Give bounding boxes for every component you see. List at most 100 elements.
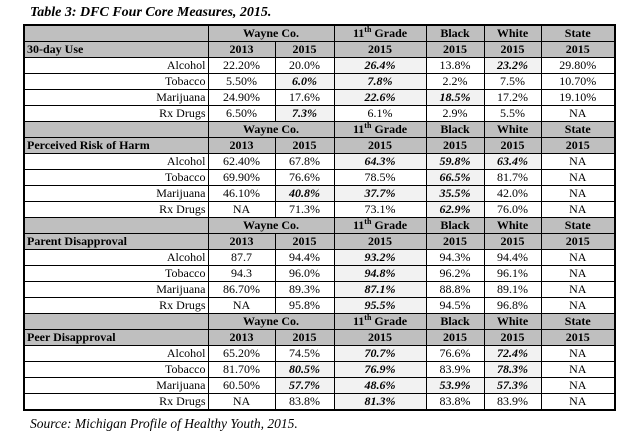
value-cell: 95.5%: [333, 297, 427, 314]
value-cell: 96.8%: [483, 297, 542, 314]
value-cell: 2.2%: [425, 73, 485, 90]
value-cell: 94.4%: [483, 249, 542, 266]
value-cell: 94.8%: [333, 265, 427, 282]
year-header: 2015: [425, 41, 485, 58]
row-label: Rx Drugs: [23, 201, 209, 218]
data-row-30-day-use-rx-drugs: Rx Drugs 6.50% 7.3% 6.1% 2.9% 5.5% NA: [23, 105, 616, 122]
row-label: Tobacco: [23, 361, 209, 378]
data-row-parent-disapproval-rx-drugs: Rx Drugs NA 95.8% 95.5% 94.5% 96.8% NA: [23, 297, 616, 314]
value-cell: 74.5%: [274, 345, 335, 362]
data-row-perceived-risk-of-harm-marijuana: Marijuana 46.10% 40.8% 37.7% 35.5% 42.0% NA: [23, 185, 616, 202]
value-cell: 83.9%: [483, 393, 542, 411]
value-cell: 87.1%: [333, 281, 427, 298]
value-cell: 94.4%: [274, 249, 335, 266]
value-cell: 64.3%: [333, 153, 427, 170]
data-row-30-day-use-marijuana: Marijuana 24.90% 17.6% 22.6% 18.5% 17.2% 19.10…: [23, 89, 616, 106]
year-header: 2013: [207, 233, 276, 250]
row-label: Alcohol: [23, 345, 209, 362]
col-header-11th-grade: 11th Grade: [333, 24, 427, 42]
group-header-row: Wayne Co. 11th Grade Black White State: [23, 24, 616, 42]
value-cell: 26.4%: [333, 57, 427, 74]
data-row-perceived-risk-of-harm-rx-drugs: Rx Drugs NA 71.3% 73.1% 62.9% 76.0% NA: [23, 201, 616, 218]
value-cell: 5.50%: [207, 73, 276, 90]
year-header: 2015: [483, 329, 542, 346]
value-cell: 95.8%: [274, 297, 335, 314]
table-body: Wayne Co. 11th Grade Black White State 30-day…: [23, 24, 616, 411]
year-header: 2013: [207, 329, 276, 346]
row-label: Tobacco: [23, 265, 209, 282]
value-cell: NA: [540, 361, 616, 378]
ordinal-superscript: th: [364, 121, 372, 130]
value-cell: NA: [540, 153, 616, 170]
year-header: 2015: [483, 41, 542, 58]
row-label: Tobacco: [23, 73, 209, 90]
value-cell: 6.1%: [333, 105, 427, 122]
value-cell: NA: [540, 265, 616, 282]
value-cell: 40.8%: [274, 185, 335, 202]
value-cell: 6.0%: [274, 73, 335, 90]
year-header: 2015: [483, 137, 542, 154]
col-header-black: Black: [425, 121, 485, 138]
value-cell: 76.0%: [483, 201, 542, 218]
data-row-30-day-use-alcohol: Alcohol 22.20% 20.0% 26.4% 13.8% 23.2% 29.80%: [23, 57, 616, 74]
value-cell: 53.9%: [425, 377, 485, 394]
value-cell: 83.9%: [425, 361, 485, 378]
corner-cell: [23, 24, 209, 42]
value-cell: NA: [540, 345, 616, 362]
value-cell: 42.0%: [483, 185, 542, 202]
value-cell: 57.7%: [274, 377, 335, 394]
section-title-perceived-risk-of-harm: Perceived Risk of Harm: [23, 137, 209, 154]
value-cell: NA: [540, 249, 616, 266]
year-header: 2015: [333, 137, 427, 154]
col-header-wayne-co: Wayne Co.: [207, 121, 335, 138]
row-label: Marijuana: [23, 281, 209, 298]
col-header-wayne-co: Wayne Co.: [207, 313, 335, 330]
value-cell: 66.5%: [425, 169, 485, 186]
value-cell: NA: [540, 393, 616, 411]
year-header: 2015: [274, 41, 335, 58]
value-cell: NA: [540, 377, 616, 394]
row-label: Tobacco: [23, 169, 209, 186]
data-row-parent-disapproval-tobacco: Tobacco 94.3 96.0% 94.8% 96.2% 96.1% NA: [23, 265, 616, 282]
col-header-wayne-co: Wayne Co.: [207, 217, 335, 234]
section-year-row: Parent Disapproval 2013 2015 2015 2015 2015 20…: [23, 233, 616, 250]
col-header-11th-grade: 11th Grade: [333, 121, 427, 138]
group-header-row: Wayne Co. 11th Grade Black White State: [23, 217, 616, 234]
value-cell: 29.80%: [540, 57, 616, 74]
value-cell: 37.7%: [333, 185, 427, 202]
year-header: 2015: [274, 233, 335, 250]
value-cell: 86.70%: [207, 281, 276, 298]
value-cell: 72.4%: [483, 345, 542, 362]
group-header-row: Wayne Co. 11th Grade Black White State: [23, 313, 616, 330]
value-cell: 81.7%: [483, 169, 542, 186]
year-header: 2015: [425, 329, 485, 346]
year-header: 2015: [540, 41, 616, 58]
value-cell: 89.1%: [483, 281, 542, 298]
value-cell: NA: [207, 201, 276, 218]
value-cell: 76.9%: [333, 361, 427, 378]
section-year-row: Perceived Risk of Harm 2013 2015 2015 2015 20…: [23, 137, 616, 154]
value-cell: 20.0%: [274, 57, 335, 74]
col-header-state: State: [540, 313, 616, 330]
value-cell: 57.3%: [483, 377, 542, 394]
year-header: 2013: [207, 137, 276, 154]
corner-cell: [23, 313, 209, 330]
col-header-black: Black: [425, 313, 485, 330]
col-header-11th-grade: 11th Grade: [333, 313, 427, 330]
year-header: 2015: [540, 137, 616, 154]
col-header-black: Black: [425, 217, 485, 234]
data-row-parent-disapproval-alcohol: Alcohol 87.7 94.4% 93.2% 94.3% 94.4% NA: [23, 249, 616, 266]
value-cell: NA: [540, 105, 616, 122]
col-header-wayne-co: Wayne Co.: [207, 24, 335, 42]
value-cell: 17.2%: [483, 89, 542, 106]
value-cell: 48.6%: [333, 377, 427, 394]
value-cell: 94.3%: [425, 249, 485, 266]
row-label: Rx Drugs: [23, 297, 209, 314]
value-cell: 63.4%: [483, 153, 542, 170]
data-row-peer-disapproval-alcohol: Alcohol 65.20% 74.5% 70.7% 76.6% 72.4% NA: [23, 345, 616, 362]
value-cell: NA: [540, 281, 616, 298]
data-row-perceived-risk-of-harm-tobacco: Tobacco 69.90% 76.6% 78.5% 66.5% 81.7% NA: [23, 169, 616, 186]
value-cell: 19.10%: [540, 89, 616, 106]
corner-cell: [23, 121, 209, 138]
data-row-peer-disapproval-tobacco: Tobacco 81.70% 80.5% 76.9% 83.9% 78.3% NA: [23, 361, 616, 378]
